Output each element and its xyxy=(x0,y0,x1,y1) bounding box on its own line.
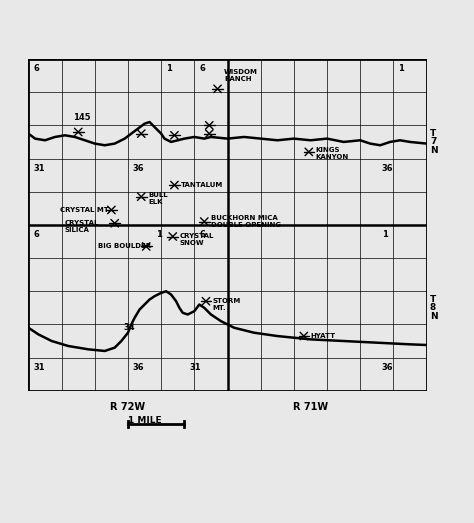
Text: 1: 1 xyxy=(382,230,388,239)
Text: 1: 1 xyxy=(156,230,162,239)
Text: T
7
N: T 7 N xyxy=(430,129,438,155)
Text: WISDOM
RANCH: WISDOM RANCH xyxy=(224,69,258,82)
Text: 6: 6 xyxy=(199,230,205,239)
Text: 1: 1 xyxy=(398,64,404,73)
Text: 34: 34 xyxy=(123,323,135,332)
Text: CRYSTAL
SILICA: CRYSTAL SILICA xyxy=(65,220,100,233)
Text: T
8
N: T 8 N xyxy=(430,295,438,321)
Text: 36: 36 xyxy=(382,164,393,173)
Text: 36: 36 xyxy=(133,164,145,173)
Text: STORM
MT.: STORM MT. xyxy=(212,298,241,311)
Text: 31: 31 xyxy=(189,362,201,371)
Text: 31: 31 xyxy=(33,164,45,173)
Text: BUCKHORN MICA
DOUBLE OPENING: BUCKHORN MICA DOUBLE OPENING xyxy=(211,215,281,228)
Text: 145: 145 xyxy=(73,113,91,122)
Text: CRYSTAL MT.: CRYSTAL MT. xyxy=(60,207,110,213)
Text: BIG BOULDER: BIG BOULDER xyxy=(98,244,151,249)
Text: 1 MILE: 1 MILE xyxy=(128,416,161,425)
Text: 36: 36 xyxy=(133,362,145,371)
Text: R 71W: R 71W xyxy=(293,402,328,413)
Text: 31: 31 xyxy=(33,362,45,371)
Text: TANTALUM: TANTALUM xyxy=(181,182,223,188)
Text: 6: 6 xyxy=(33,230,39,239)
Text: 6: 6 xyxy=(33,64,39,73)
Text: 1: 1 xyxy=(166,64,172,73)
Text: 6: 6 xyxy=(199,64,205,73)
Text: BULL
ELK: BULL ELK xyxy=(148,192,167,205)
Text: R 72W: R 72W xyxy=(110,402,146,413)
Text: HYATT: HYATT xyxy=(310,333,336,339)
Text: 36: 36 xyxy=(382,362,393,371)
Text: CRYSTAL
SNOW: CRYSTAL SNOW xyxy=(179,233,214,246)
Text: KINGS
KANYON: KINGS KANYON xyxy=(315,147,349,160)
